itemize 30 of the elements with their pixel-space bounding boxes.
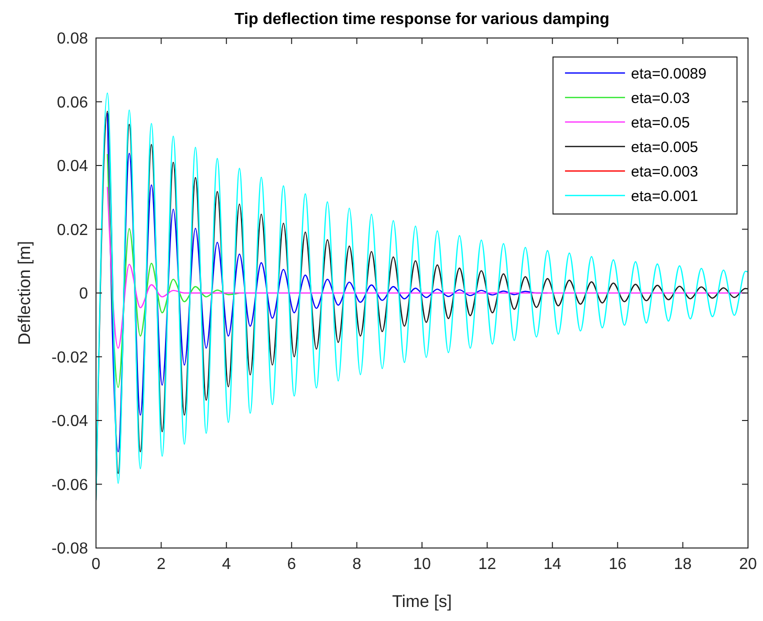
x-tick-label: 8 bbox=[352, 556, 362, 573]
x-tick-label: 18 bbox=[674, 556, 692, 573]
x-tick-label: 6 bbox=[287, 556, 296, 573]
legend-label: eta=0.03 bbox=[631, 90, 690, 107]
x-tick-label: 0 bbox=[92, 556, 101, 573]
legend-label: eta=0.005 bbox=[631, 138, 698, 156]
chart-title: Tip deflection time response for various damping bbox=[234, 11, 610, 28]
y-tick-label: 0.06 bbox=[56, 94, 88, 112]
y-tick-label: 0 bbox=[79, 286, 88, 303]
y-tick-label: -0.06 bbox=[52, 476, 88, 494]
x-tick-label: 14 bbox=[544, 556, 562, 573]
legend-label: eta=0.0089 bbox=[631, 65, 706, 82]
y-tick-label: -0.04 bbox=[52, 413, 88, 430]
x-axis-title: Time [s] bbox=[392, 592, 452, 611]
x-tick-label: 16 bbox=[608, 556, 627, 573]
x-tick-label: 20 bbox=[739, 556, 757, 573]
legend-label: eta=0.001 bbox=[631, 188, 698, 205]
x-tick-label: 2 bbox=[156, 556, 166, 573]
x-tick-label: 4 bbox=[222, 556, 231, 573]
x-tick-label: 10 bbox=[413, 556, 431, 573]
y-axis-title: Deflection [m] bbox=[15, 241, 34, 345]
x-tick-label: 12 bbox=[478, 556, 496, 573]
line-series bbox=[106, 153, 240, 388]
y-tick-label: -0.08 bbox=[52, 540, 88, 558]
y-tick-label: 0.04 bbox=[56, 158, 88, 176]
y-tick-label: -0.02 bbox=[52, 349, 88, 366]
legend-label: eta=0.05 bbox=[631, 114, 690, 132]
y-tick-label: 0.02 bbox=[56, 222, 88, 239]
legend-label: eta=0.003 bbox=[631, 163, 698, 180]
y-tick-label: 0.08 bbox=[56, 30, 88, 48]
